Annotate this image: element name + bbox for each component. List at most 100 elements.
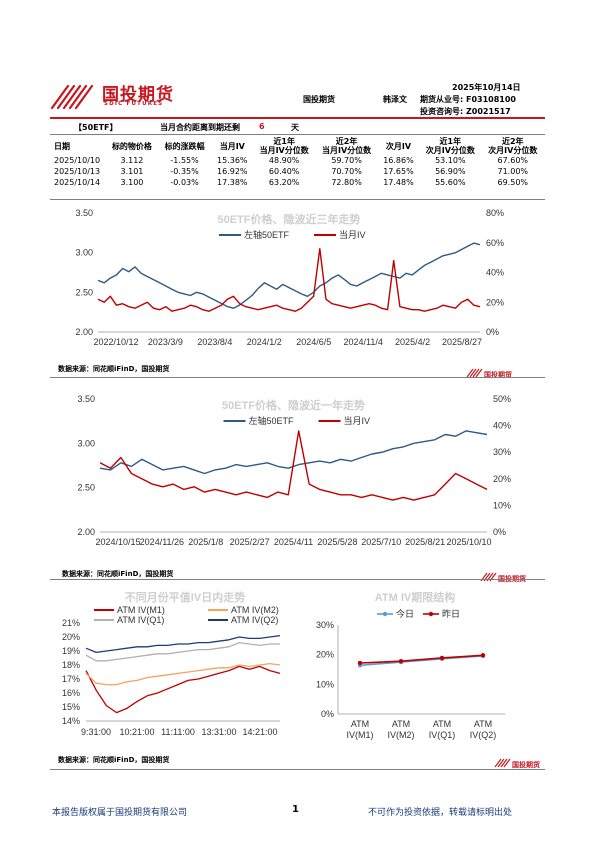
table-cell: 3.101: [120, 167, 144, 176]
y-left-tick-label: 3.50: [75, 208, 93, 218]
x-tick-label: ATM: [392, 719, 410, 729]
table-cell: 56.90%: [435, 167, 466, 176]
table-header-cell: 日期: [54, 141, 70, 151]
y-left-tick-label: 2.00: [75, 327, 93, 337]
x-tick-label: 14:21:00: [242, 727, 277, 737]
chart-1yr: 2.00 2.50 3.00 3.50 0% 10% 20% 30% 40% 50% 2024/10…: [77, 394, 511, 547]
x-tick-label: 9:31:00: [81, 727, 111, 737]
legend-label: ATM IV(Q2): [231, 615, 278, 625]
x-tick-label: 2022/10/12: [93, 337, 138, 347]
y-right-tick-label: 80%: [486, 208, 504, 218]
table-rule: [50, 199, 545, 200]
table-header-cell: 近1年 当月IV分位数: [259, 137, 309, 155]
x-tick-label: 2024/11/4: [343, 337, 382, 347]
legend-label: 左轴50ETF: [244, 229, 290, 240]
footer-copyright: 本报告版权属于国投期货有限公司: [52, 808, 188, 818]
chart-3yr: 2.00 2.50 3.00 3.50 0% 20% 40% 60% 80% 2022/10/12…: [75, 208, 504, 347]
y-tick-label: 16%: [62, 688, 80, 698]
legend-marker: [428, 611, 434, 617]
logo-text-en: SDIC FUTURES: [104, 101, 164, 107]
y-left-tick-label: 3.00: [75, 248, 93, 258]
table-header-cell: 次月IV: [385, 141, 412, 151]
x-tick-label: 2024/1/2: [247, 337, 282, 347]
logo-text: 国投期货: [102, 85, 174, 105]
y-left-tick-label: 2.50: [75, 287, 93, 297]
x-tick-label: ATM: [351, 719, 369, 729]
table-header-cell: 近2年 次月IV分位数: [488, 137, 538, 155]
table-cell: 72.80%: [331, 178, 362, 187]
summary-bar: 【50ETF】 当月合约距离到期还剩 6 天: [50, 121, 545, 133]
small-logo-1: 国投期货: [466, 362, 512, 381]
logo-mark-icon: [50, 84, 94, 110]
section-rule-1: [50, 377, 545, 378]
series-line: [97, 242, 481, 309]
x-tick-label: 2025/10/10: [446, 537, 491, 547]
chart-title: 50ETF价格、隐波近三年走势: [217, 212, 360, 226]
series-line: [359, 655, 484, 667]
table-cell: 16.86%: [383, 156, 414, 165]
chart-term-structure: 0%10%20%30%ATMIV(M1)ATMIV(M2)ATMIV(Q1)AT…: [316, 590, 505, 740]
header: 国投期货 SDIC FUTURES 2025年10月14日 国投期货 韩泽文 期…: [50, 78, 545, 116]
y-right-tick-label: 40%: [493, 421, 511, 431]
y-tick-label: 18%: [62, 660, 80, 670]
source-note-3: 数据来源：同花顺iFinD，国投期货: [58, 756, 170, 764]
logo-mark-icon: [494, 758, 511, 767]
series-line: [97, 248, 481, 312]
y-tick-label: 21%: [62, 618, 80, 628]
expiry-unit: 天: [291, 123, 299, 132]
y-tick-label: 10%: [316, 679, 334, 689]
legend-marker: [382, 611, 388, 617]
footer-disclaimer: 不可作为投资依据，转载请标明出处: [368, 808, 513, 818]
y-right-tick-label: 40%: [486, 268, 504, 278]
series-line: [85, 641, 280, 662]
chart-title: 50ETF价格、隐波近一年走势: [222, 398, 365, 412]
legend-label: 左轴50ETF: [249, 415, 295, 426]
series-line: [85, 634, 281, 654]
x-tick-label: 2025/4/11: [274, 537, 313, 547]
table-cell: 3.112: [120, 156, 144, 165]
table-cell: -0.03%: [170, 178, 199, 187]
y-tick-label: 20%: [62, 632, 80, 642]
page-number: 1: [292, 804, 299, 815]
legend-label: 当月IV: [344, 415, 371, 426]
x-tick-label: IV(M2): [388, 730, 415, 740]
dept: 国投期货: [303, 95, 335, 104]
product-label: 【50ETF】: [74, 123, 118, 132]
analyst: 韩泽文: [383, 95, 407, 104]
small-logo-3: 国投期货: [494, 752, 540, 771]
y-tick-label: 20%: [316, 650, 334, 660]
table-cell: -1.55%: [170, 156, 199, 165]
y-right-tick-label: 20%: [493, 474, 511, 484]
y-right-tick-label: 0%: [493, 527, 506, 537]
table-cell: 55.60%: [435, 178, 466, 187]
report-date: 2025年10月14日: [452, 83, 521, 92]
x-tick-label: 13:31:00: [201, 727, 236, 737]
logo-mark-icon: [480, 572, 497, 581]
legend-label: ATM IV(M2): [231, 605, 279, 615]
x-tick-label: 10:21:00: [119, 727, 154, 737]
x-tick-label: 2025/8/27: [442, 337, 482, 347]
y-left-tick-label: 2.50: [77, 483, 95, 493]
table-row: 2025/10/14 3.100 -0.03% 17.38% 63.20% 72…: [52, 177, 544, 188]
table-cell: 48.90%: [268, 156, 300, 165]
y-right-tick-label: 20%: [486, 297, 504, 307]
series-line: [85, 662, 281, 686]
x-tick-label: 2024/10/15: [95, 537, 140, 547]
table-cell: 53.10%: [435, 156, 466, 165]
y-right-tick-label: 30%: [493, 447, 511, 457]
source-note-1: 数据来源：同花顺iFinD，国投期货: [58, 365, 170, 373]
legend-label: ATM IV(M1): [117, 605, 165, 615]
x-tick-label: 2025/4/2: [395, 337, 430, 347]
section-rule-2: [50, 579, 545, 580]
x-tick-label: ATM: [474, 719, 492, 729]
data-point: [398, 658, 404, 664]
y-tick-label: 14%: [62, 716, 80, 726]
chart-title: 不同月份平值IV日内走势: [125, 590, 245, 604]
table-cell: 3.100: [120, 178, 144, 187]
license-advisory: 投资咨询号: Z0021517: [420, 107, 511, 116]
x-tick-label: 2023/3/9: [148, 337, 183, 347]
y-left-tick-label: 3.50: [77, 394, 95, 404]
expiry-days: 6: [259, 122, 265, 131]
table-cell: 63.20%: [268, 178, 300, 187]
y-left-tick-label: 3.00: [77, 438, 95, 448]
